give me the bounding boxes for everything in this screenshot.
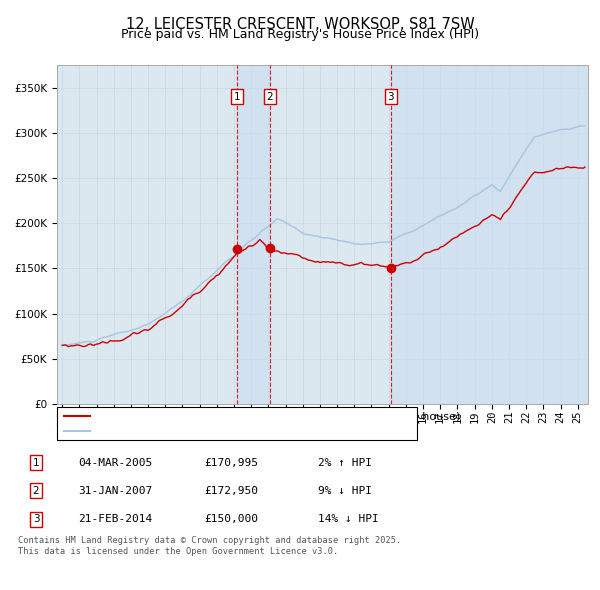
- Text: £172,950: £172,950: [204, 486, 258, 496]
- Text: 12, LEICESTER CRESCENT, WORKSOP, S81 7SW: 12, LEICESTER CRESCENT, WORKSOP, S81 7SW: [125, 17, 475, 31]
- Text: 2% ↑ HPI: 2% ↑ HPI: [318, 458, 372, 467]
- Text: 2: 2: [266, 91, 273, 101]
- Text: Price paid vs. HM Land Registry's House Price Index (HPI): Price paid vs. HM Land Registry's House …: [121, 28, 479, 41]
- Text: 9% ↓ HPI: 9% ↓ HPI: [318, 486, 372, 496]
- Bar: [237, 65, 270, 404]
- Text: 3: 3: [388, 91, 394, 101]
- Text: 2: 2: [32, 486, 40, 496]
- Text: 1: 1: [233, 91, 240, 101]
- Text: 31-JAN-2007: 31-JAN-2007: [78, 486, 152, 496]
- Text: £170,995: £170,995: [204, 458, 258, 467]
- Text: 04-MAR-2005: 04-MAR-2005: [78, 458, 152, 467]
- Text: 12, LEICESTER CRESCENT, WORKSOP, S81 7SW (detached house): 12, LEICESTER CRESCENT, WORKSOP, S81 7SW…: [93, 411, 460, 421]
- Text: 21-FEB-2014: 21-FEB-2014: [78, 514, 152, 524]
- Text: 1: 1: [32, 458, 40, 467]
- Text: 14% ↓ HPI: 14% ↓ HPI: [318, 514, 379, 524]
- Text: HPI: Average price, detached house, Bassetlaw: HPI: Average price, detached house, Bass…: [93, 427, 356, 437]
- Text: £150,000: £150,000: [204, 514, 258, 524]
- Bar: [391, 65, 588, 404]
- Text: 3: 3: [32, 514, 40, 524]
- Text: Contains HM Land Registry data © Crown copyright and database right 2025.
This d: Contains HM Land Registry data © Crown c…: [18, 536, 401, 556]
